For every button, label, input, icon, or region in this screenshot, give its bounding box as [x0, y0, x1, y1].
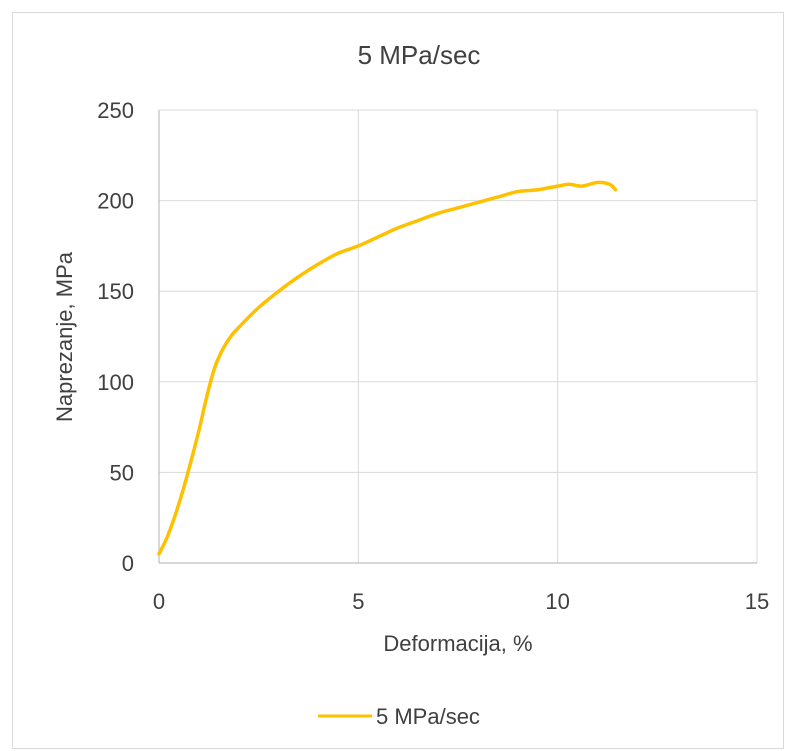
x-tick-label: 0 [153, 589, 165, 614]
y-tick-labels: 0 50 100 150 200 250 [97, 98, 134, 576]
plot-area [157, 180, 618, 556]
legend: 5 MPa/sec [318, 704, 480, 729]
chart-frame [12, 12, 784, 749]
y-tick-label: 250 [97, 98, 134, 123]
y-tick-label: 0 [122, 551, 134, 576]
x-tick-label: 15 [745, 589, 769, 614]
chart-title: 5 MPa/sec [358, 40, 481, 70]
axes [158, 110, 757, 564]
x-tick-label: 10 [545, 589, 569, 614]
y-tick-label: 50 [110, 460, 134, 485]
legend-label: 5 MPa/sec [376, 704, 480, 729]
series-line [157, 180, 618, 556]
x-axis-title: Deformacija, % [383, 631, 532, 656]
x-tick-label: 5 [352, 589, 364, 614]
y-tick-label: 200 [97, 189, 134, 214]
gridlines [159, 109, 758, 563]
y-axis-title: Naprezanje, MPa [52, 251, 77, 422]
x-tick-labels: 0 5 10 15 [153, 589, 769, 614]
y-tick-label: 100 [97, 370, 134, 395]
y-tick-label: 150 [97, 279, 134, 304]
